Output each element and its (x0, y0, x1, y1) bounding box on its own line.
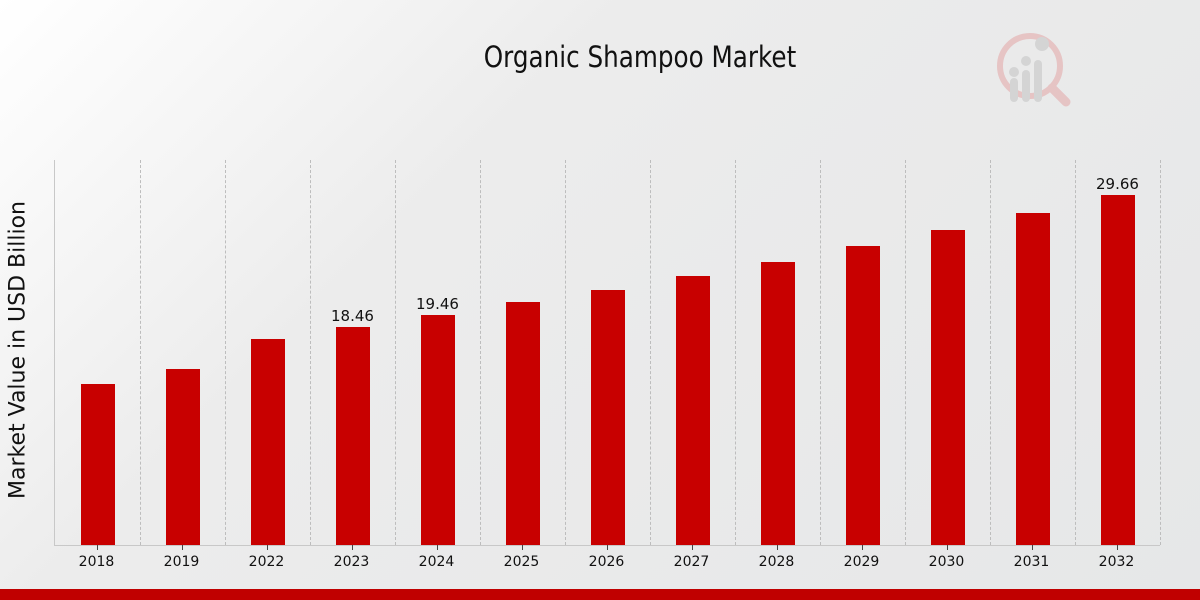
gridline (140, 160, 141, 545)
bar-2027 (675, 275, 710, 545)
x-tick-mark (521, 545, 523, 550)
bar-2032 (1100, 194, 1135, 545)
x-tick-label-2028: 2028 (758, 554, 795, 570)
bar-2022 (250, 339, 285, 545)
x-tick-mark (861, 545, 863, 550)
x-tick-label-2024: 2024 (418, 554, 455, 570)
x-tick-mark (181, 545, 183, 550)
x-tick-label-2023: 2023 (333, 554, 370, 570)
x-tick-label-2019: 2019 (163, 554, 200, 570)
gridline (905, 160, 906, 545)
value-label-2032: 29.66 (1096, 174, 1139, 193)
x-tick-mark (776, 545, 778, 550)
y-axis-label: Market Value in USD Billion (5, 200, 31, 500)
magnifier-chart-logo-icon (997, 33, 1071, 107)
x-tick-label-2018: 2018 (78, 554, 115, 570)
bar-2025 (505, 301, 540, 545)
gridline (565, 160, 566, 545)
bar-2018 (80, 384, 115, 545)
gridline (480, 160, 481, 545)
gridline (1075, 160, 1076, 545)
bar-2019 (165, 369, 200, 545)
x-tick-mark (1116, 545, 1118, 550)
x-tick-mark (351, 545, 353, 550)
bar-2026 (590, 290, 625, 545)
x-tick-mark (266, 545, 268, 550)
x-tick-label-2027: 2027 (673, 554, 710, 570)
x-tick-label-2026: 2026 (588, 554, 625, 570)
x-tick-mark (1031, 545, 1033, 550)
bar-2031 (1015, 213, 1050, 545)
x-tick-mark (946, 545, 948, 550)
x-tick-mark (606, 545, 608, 550)
gridline (395, 160, 396, 545)
footer-bar (0, 589, 1200, 600)
x-tick-label-2030: 2030 (928, 554, 965, 570)
bar-2028 (760, 262, 795, 545)
plot-area: 18.46 19.46 29.66 (54, 160, 1161, 546)
value-label-2023: 18.46 (331, 307, 374, 325)
x-tick-mark (691, 545, 693, 550)
gridline (1160, 160, 1161, 545)
bar-2030 (930, 230, 965, 545)
bar-2024 (420, 315, 455, 545)
x-tick-label-2022: 2022 (248, 554, 285, 570)
x-tick-label-2032: 2032 (1098, 554, 1135, 570)
gridline (990, 160, 991, 545)
x-tick-mark (436, 545, 438, 550)
gridline (735, 160, 736, 545)
bar-2023 (335, 327, 370, 545)
x-tick-label-2029: 2029 (843, 554, 880, 570)
x-tick-label-2025: 2025 (503, 554, 540, 570)
bar-2029 (845, 245, 880, 545)
x-tick-label-2031: 2031 (1013, 554, 1050, 570)
gridline (650, 160, 651, 545)
gridline (820, 160, 821, 545)
gridline (310, 160, 311, 545)
x-tick-mark (96, 545, 98, 550)
gridline (225, 160, 226, 545)
chart-title: Organic Shampoo Market (483, 40, 797, 74)
value-label-2024: 19.46 (416, 295, 459, 314)
